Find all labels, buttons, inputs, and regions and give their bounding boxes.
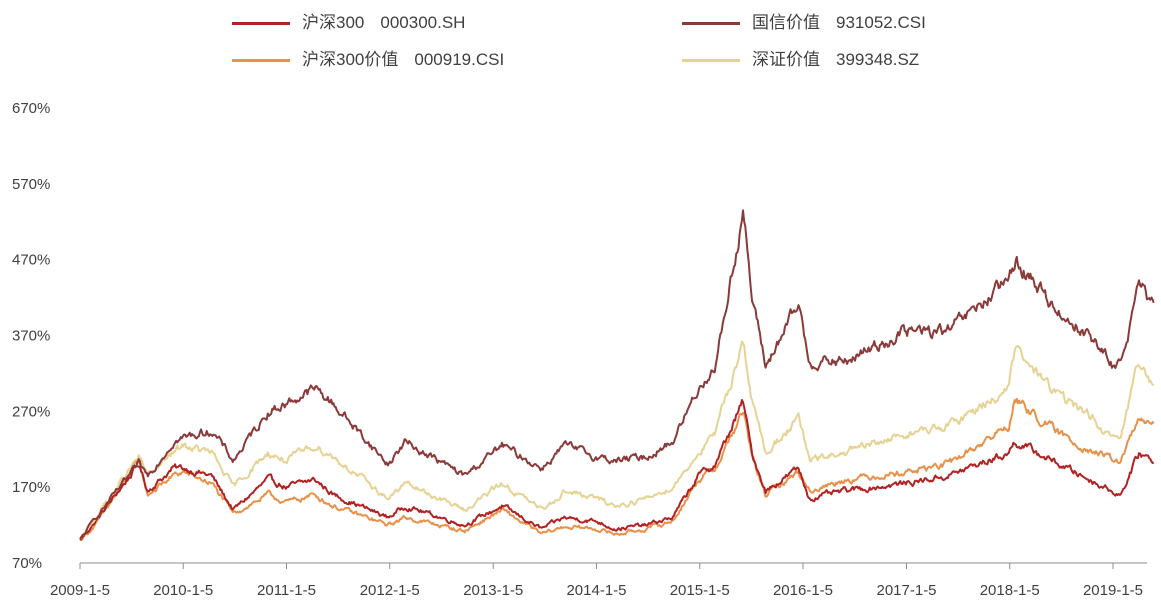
y-tick-label: 470% (12, 252, 50, 269)
series-line-000300-sh (79, 399, 1155, 541)
legend-label-csi300-value: 沪深300价值 (302, 50, 399, 69)
y-tick-label: 70% (12, 555, 42, 572)
series-line-399348-sz (79, 340, 1155, 540)
y-tick-label: 570% (12, 176, 50, 193)
legend-item-csi300: 沪深300 000300.SH (232, 8, 465, 33)
y-tick-label: 270% (12, 403, 50, 420)
legend-label-szse-value: 深证价值 (752, 50, 820, 69)
legend-code-guoxin-value: 931052.CSI (836, 13, 926, 32)
y-tick-label: 170% (12, 479, 50, 496)
x-tick-label: 2013-1-5 (463, 582, 523, 599)
x-tick-label: 2015-1-5 (670, 582, 730, 599)
x-tick-label: 2009-1-5 (50, 582, 110, 599)
legend-item-guoxin-value: 国信价值 931052.CSI (682, 8, 926, 33)
legend-code-szse-value: 399348.SZ (836, 50, 920, 69)
y-tick-label: 670% (12, 100, 50, 117)
series-line-931052-csi (79, 209, 1155, 540)
y-tick-label: 370% (12, 328, 50, 345)
series-line-000919-csi (79, 397, 1155, 541)
legend-swatch-csi300-value (232, 59, 290, 63)
x-tick-label: 2010-1-5 (153, 582, 213, 599)
x-tick-label: 2011-1-5 (257, 582, 316, 599)
x-tick-label: 2016-1-5 (773, 582, 833, 599)
legend-item-szse-value: 深证价值 399348.SZ (682, 45, 919, 70)
legend-label-guoxin-value: 国信价值 (752, 13, 820, 32)
legend-swatch-csi300 (232, 22, 290, 26)
legend-item-csi300-value: 沪深300价值 000919.CSI (232, 45, 504, 70)
legend-swatch-szse-value (682, 59, 740, 63)
x-tick-label: 2018-1-5 (980, 582, 1040, 599)
legend-swatch-guoxin-value (682, 22, 740, 26)
x-tick-label: 2019-1-5 (1083, 582, 1143, 599)
x-tick-label: 2014-1-5 (566, 582, 626, 599)
legend-code-csi300-value: 000919.CSI (414, 50, 505, 69)
x-tick-label: 2012-1-5 (360, 582, 420, 599)
legend-code-csi300: 000300.SH (380, 13, 466, 32)
x-tick-label: 2017-1-5 (876, 582, 936, 599)
legend-label-csi300: 沪深300 (302, 13, 365, 32)
